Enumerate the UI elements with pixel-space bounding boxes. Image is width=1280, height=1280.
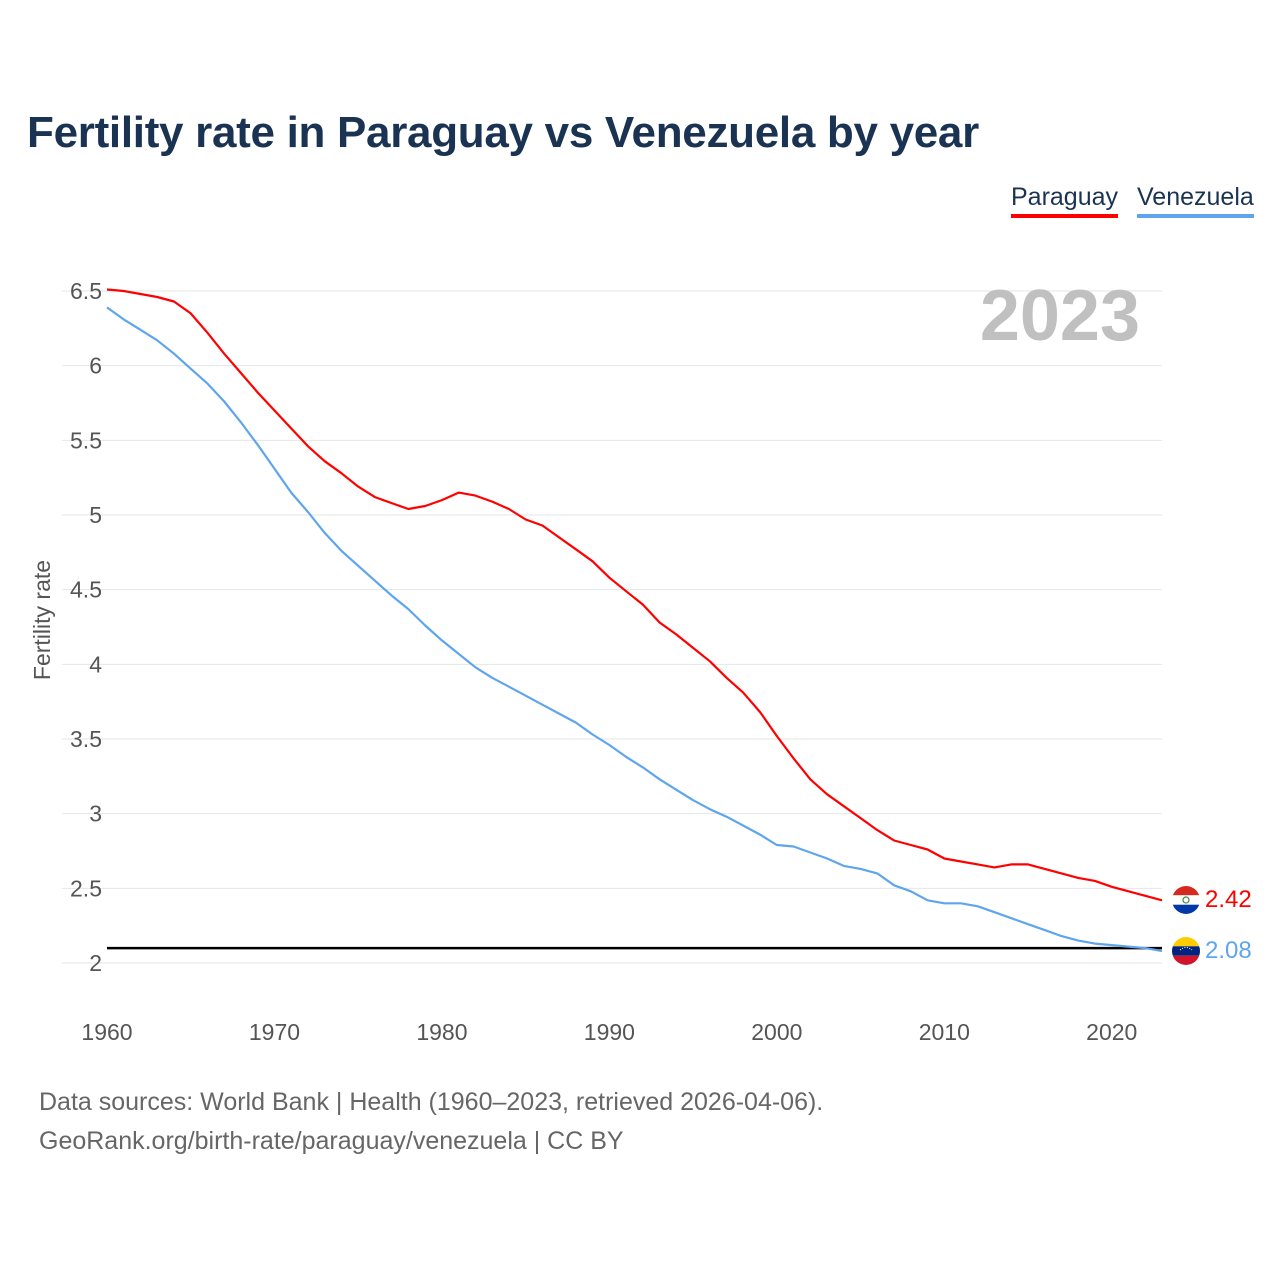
venezuela-flag-icon: [1172, 937, 1200, 965]
series-line-venezuela: [106, 306, 1163, 953]
y-tick-label: 2.5: [70, 875, 102, 901]
x-tick-label: 1980: [416, 1019, 467, 1045]
footer-sources: Data sources: World Bank | Health (1960–…: [39, 1088, 824, 1116]
year-label: 2023: [980, 276, 1140, 356]
y-tick-label: 5: [89, 502, 102, 528]
end-label-paraguay: 2.42: [1205, 886, 1252, 913]
end-label-venezuela: 2.08: [1205, 937, 1252, 964]
x-tick-label: 2010: [919, 1019, 970, 1045]
series-line-paraguay: [106, 288, 1163, 902]
y-tick-label: 3.5: [70, 726, 102, 752]
y-tick-label: 2: [89, 950, 102, 976]
x-tick-label: 1990: [584, 1019, 635, 1045]
y-tick-label: 4.5: [70, 577, 102, 603]
legend-item-venezuela[interactable]: Venezuela: [1137, 183, 1254, 218]
x-tick-label: 1970: [249, 1019, 300, 1045]
legend-item-paraguay[interactable]: Paraguay: [1011, 183, 1119, 218]
chart-title: Fertility rate in Paraguay vs Venezuela …: [27, 108, 979, 157]
x-tick-label: 1960: [81, 1019, 132, 1045]
x-tick-label: 2020: [1086, 1019, 1137, 1045]
y-tick-label: 6: [89, 353, 102, 379]
footer-link[interactable]: GeoRank.org/birth-rate/paraguay/venezuel…: [39, 1127, 624, 1155]
y-tick-label: 4: [89, 651, 102, 677]
y-tick-label: 5.5: [70, 427, 102, 453]
x-tick-label: 2000: [751, 1019, 802, 1045]
y-axis-label: Fertility rate: [29, 560, 55, 680]
y-tick-label: 3: [89, 801, 102, 827]
y-tick-label: 6.5: [70, 278, 102, 304]
paraguay-flag-icon: [1172, 886, 1200, 914]
